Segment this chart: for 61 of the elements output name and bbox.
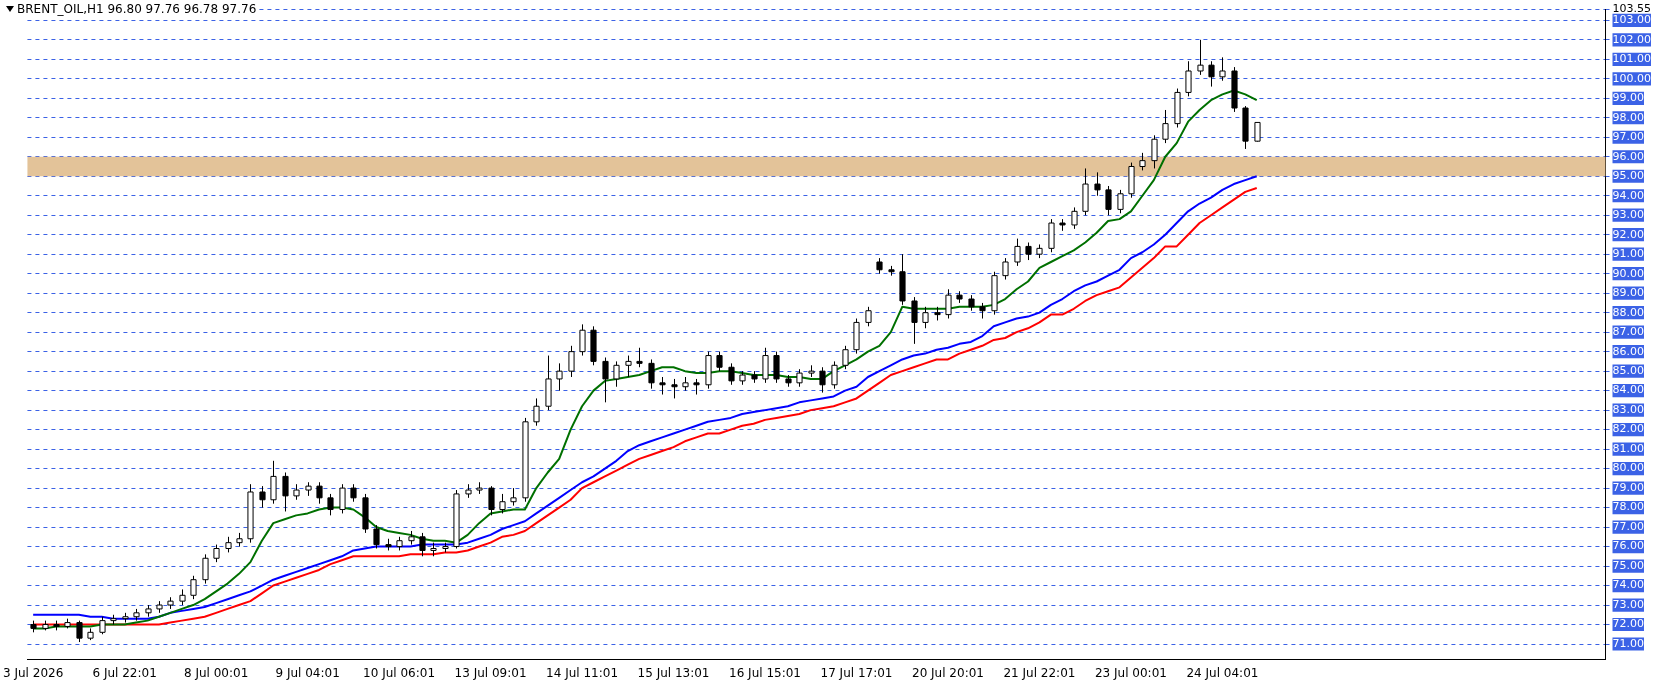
y-tick-label: 79.00 [1612,480,1645,494]
y-tick-label: 77.00 [1612,519,1645,533]
candlestick [545,355,552,411]
x-tick-label: 21 Jul 22:01 [1003,665,1076,680]
x-tick-label: 24 Jul 04:01 [1186,665,1259,680]
x-tick-label: 3 Jul 2026 [3,665,64,680]
x-tick-label: 23 Jul 00:01 [1094,665,1167,680]
candlestick [842,345,849,370]
y-tick-label: 90.00 [1612,266,1645,280]
y-tick-label: 96.00 [1612,149,1645,163]
candlestick [1117,189,1124,214]
x-tick-label: 13 Jul 09:01 [454,665,527,680]
candlestick [419,532,426,557]
y-tick-label: 97.00 [1612,130,1645,144]
y-tick-label: 92.00 [1612,227,1645,241]
y-tick-label: 75.00 [1612,558,1645,572]
y-tick-label: 102.00 [1612,32,1652,46]
y-tick-label: 72.00 [1612,617,1645,631]
x-tick-label: 20 Jul 20:01 [911,665,984,680]
x-tick-label: 15 Jul 13:01 [637,665,710,680]
y-tick-label: 95.00 [1612,169,1645,183]
candlestick [922,306,929,329]
y-tick-label: 74.00 [1612,578,1645,592]
y-tick-label: 73.00 [1612,597,1645,611]
y-tick-label: 86.00 [1612,344,1645,358]
y-tick-label: 84.00 [1612,383,1645,397]
chart-title: BRENT_OIL,H1 96.80 97.76 96.78 97.76 [17,2,257,16]
x-tick-label: 6 Jul 22:01 [92,665,157,680]
y-tick-label: 93.00 [1612,208,1645,222]
x-tick-label: 17 Jul 17:01 [820,665,893,680]
x-tick-label: 9 Jul 04:01 [275,665,340,680]
y-tick-label: 91.00 [1612,247,1645,261]
candlestick [716,351,723,372]
x-tick-label: 8 Jul 00:01 [183,665,249,680]
y-tick-label: 99.00 [1612,91,1645,105]
y-tick-label: 87.00 [1612,325,1645,339]
y-tick-label: 82.00 [1612,422,1645,436]
y-tick-label: 101.00 [1612,52,1652,66]
y-tick-label: 103.00 [1612,13,1652,27]
y-tick-label: 76.00 [1612,539,1645,553]
y-tick-label: 100.00 [1612,71,1652,85]
y-tick-label: 81.00 [1612,441,1645,455]
x-tick-label: 10 Jul 06:01 [363,665,436,680]
y-tick-label: 94.00 [1612,188,1645,202]
y-tick-label: 85.00 [1612,364,1645,377]
y-tick-label: 103.55 [1612,2,1652,16]
x-tick-label: 14 Jul 11:01 [546,665,619,680]
candlestick [568,345,575,378]
x-tick-label: 16 Jul 15:01 [729,665,801,680]
y-tick-label: 78.00 [1612,500,1645,514]
candlestick [865,306,872,327]
candlestick [1162,109,1169,144]
candlestick [1105,185,1112,216]
y-tick-label: 89.00 [1612,286,1645,300]
y-tick-label: 98.00 [1612,110,1645,124]
y-tick-label: 71.00 [1612,636,1645,650]
candlestick [190,575,197,600]
y-tick-label: 88.00 [1612,305,1645,319]
candlestick [76,620,83,643]
y-tick-label: 83.00 [1612,402,1645,416]
y-tick-label: 80.00 [1612,461,1645,475]
